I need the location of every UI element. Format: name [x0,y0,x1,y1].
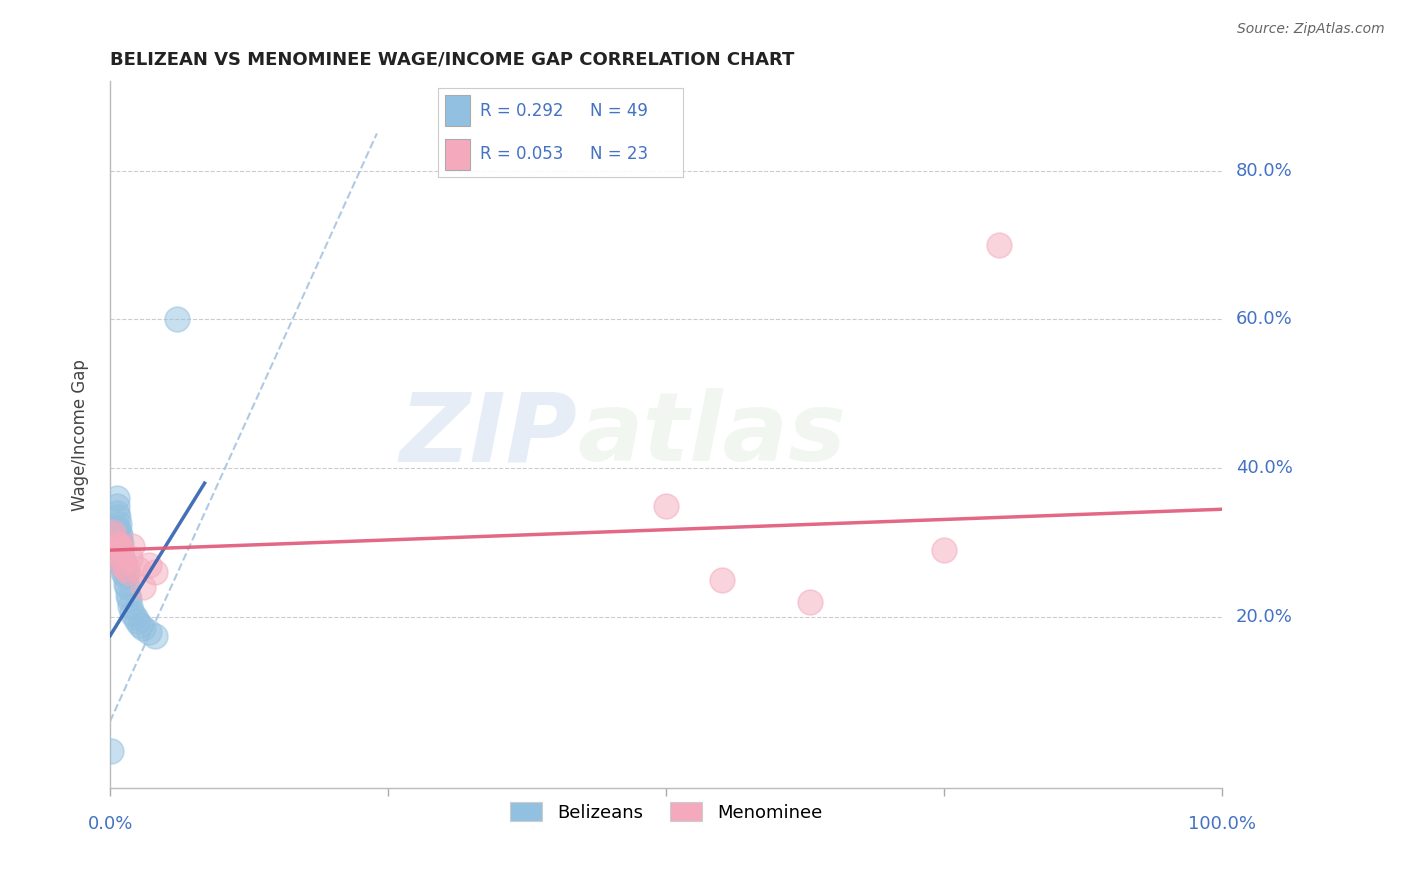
Point [132,580,155,594]
Point [105,499,128,513]
Point [120,550,142,565]
Point [112,554,135,568]
Point [124,610,146,624]
Point [112,566,135,580]
Point [120,599,142,613]
Point [107,521,129,535]
Point [114,576,136,591]
Point [111,558,134,572]
Point [103,540,125,554]
Point [108,547,131,561]
Text: BELIZEAN VS MENOMINEE WAGE/INCOME GAP CORRELATION CHART: BELIZEAN VS MENOMINEE WAGE/INCOME GAP CO… [110,51,794,69]
Point [117,588,139,602]
Point [110,543,132,558]
Point [108,543,131,558]
Point [104,543,127,558]
Point [101,535,124,549]
Point [143,566,166,580]
Point [127,562,149,576]
Point [105,506,128,520]
Point [107,540,129,554]
Point [117,566,139,580]
Point [115,580,138,594]
Point [104,535,127,549]
Point [110,558,132,572]
Point [112,554,135,568]
Point [132,621,155,635]
Point [108,540,131,554]
Point [108,535,131,549]
Point [108,528,131,542]
Point [110,550,132,565]
Point [129,617,152,632]
Point [655,499,678,513]
Y-axis label: Wage/Income Gap: Wage/Income Gap [72,359,89,511]
Point [108,524,131,539]
Point [114,566,136,580]
Point [932,543,955,558]
Point [108,540,131,554]
Text: 20.0%: 20.0% [1236,608,1292,626]
Point [143,629,166,643]
Point [988,238,1011,252]
Point [108,517,131,532]
Point [103,528,125,542]
Point [101,543,124,558]
Point [100,744,122,758]
Point [121,607,143,621]
Text: Source: ZipAtlas.com: Source: ZipAtlas.com [1237,22,1385,37]
Text: 0.0%: 0.0% [87,815,132,833]
Point [118,591,141,606]
Point [108,532,131,546]
Point [108,550,131,565]
Point [125,614,148,628]
Legend: Belizeans, Menominee: Belizeans, Menominee [502,795,830,829]
Point [111,550,134,565]
Point [138,625,160,640]
Text: 60.0%: 60.0% [1236,310,1292,328]
Point [114,558,136,572]
Point [166,312,188,326]
Point [107,535,129,549]
Point [710,573,733,587]
Point [110,543,132,558]
Text: 40.0%: 40.0% [1236,459,1292,477]
Point [114,569,136,583]
Text: 100.0%: 100.0% [1188,815,1256,833]
Text: atlas: atlas [576,388,846,482]
Point [121,540,143,554]
Point [114,562,136,576]
Point [110,535,132,549]
Point [103,521,125,535]
Point [111,558,134,572]
Point [108,547,131,561]
Point [107,509,129,524]
Text: 80.0%: 80.0% [1236,161,1292,179]
Point [104,528,127,542]
Point [138,558,160,572]
Point [103,524,125,539]
Point [105,491,128,505]
Point [799,595,821,609]
Point [103,524,125,539]
Point [101,528,124,542]
Text: ZIP: ZIP [399,388,576,482]
Point [105,535,128,549]
Point [107,550,129,565]
